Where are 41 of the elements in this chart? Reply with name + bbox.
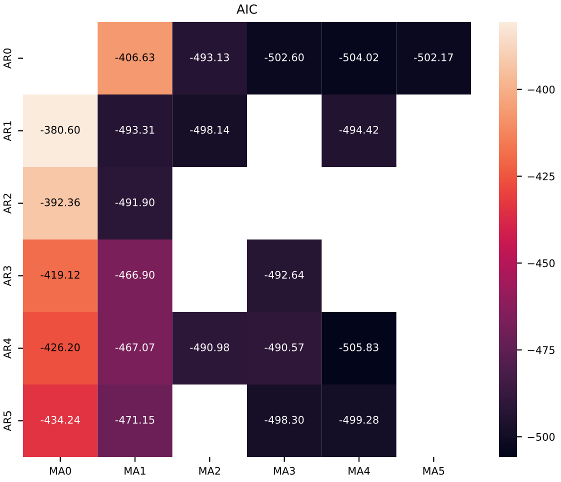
data-label: -498.14 xyxy=(190,126,230,134)
data-label: -499.28 xyxy=(339,416,378,424)
data-label: -493.31 xyxy=(115,126,154,134)
data-label: -502.17 xyxy=(414,53,453,62)
y-tick-label: AR5 xyxy=(4,411,12,432)
color-bar-label: −450 xyxy=(528,259,555,268)
data-label: -498.30 xyxy=(264,416,304,424)
y-tick-label: AR1 xyxy=(4,121,12,142)
data-label: -493.13 xyxy=(190,53,229,62)
x-tick-label: MA2 xyxy=(199,466,220,475)
data-label: -505.83 xyxy=(339,343,378,352)
color-bar-label: −475 xyxy=(528,346,554,354)
color-bar-label: −425 xyxy=(528,172,554,180)
data-label: -466.90 xyxy=(115,270,154,279)
data-label: -419.12 xyxy=(40,270,80,279)
data-label: -502.60 xyxy=(264,53,304,62)
data-label: -467.07 xyxy=(115,343,154,352)
data-label: -504.02 xyxy=(339,53,378,62)
x-tick-label: MA3 xyxy=(274,466,295,475)
data-label: -490.98 xyxy=(190,343,230,352)
data-label: -392.36 xyxy=(40,198,80,206)
color-bar-label: −500 xyxy=(528,432,555,441)
data-label: -426.20 xyxy=(40,343,80,352)
data-label: -490.57 xyxy=(264,343,304,352)
data-label: -380.60 xyxy=(40,126,80,134)
x-tick-label: MA5 xyxy=(423,467,444,475)
chart-title: AIC xyxy=(236,4,257,14)
y-tick-label: AR4 xyxy=(4,338,12,359)
data-label: -494.42 xyxy=(339,126,378,134)
data-label: -434.24 xyxy=(40,416,80,424)
color-bar-label: −400 xyxy=(528,86,555,94)
x-tick-label: MA4 xyxy=(348,467,370,475)
data-label: -491.90 xyxy=(115,198,154,206)
x-tick-label: MA0 xyxy=(50,466,72,475)
data-label: -406.63 xyxy=(115,53,154,62)
y-tick-label: AR0 xyxy=(3,48,12,69)
y-tick-label: AR2 xyxy=(3,194,12,214)
x-tick-label: MA1 xyxy=(124,467,146,475)
y-tick-label: AR3 xyxy=(3,266,12,286)
data-label: -471.15 xyxy=(115,416,154,424)
data-label: -492.64 xyxy=(264,270,304,279)
